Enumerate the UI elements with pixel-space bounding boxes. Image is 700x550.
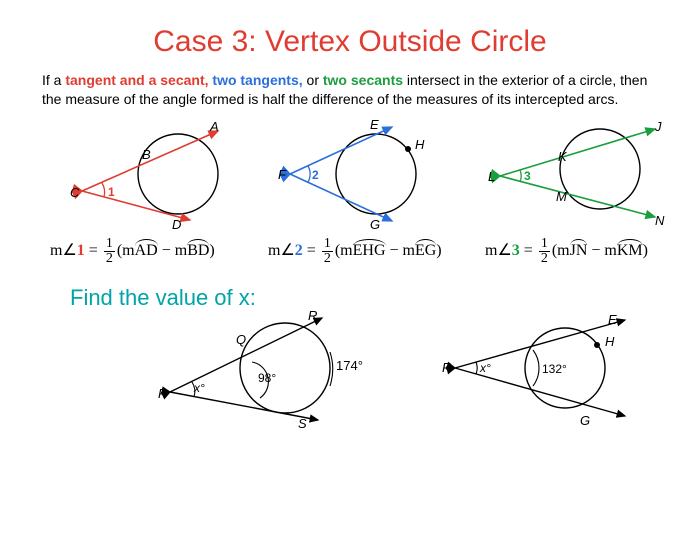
title-text: Case 3: Vertex Outside Circle xyxy=(153,25,547,58)
phrase-tangent-secant: tangent and a secant, xyxy=(65,72,208,88)
svg-text:132°: 132° xyxy=(542,362,567,376)
svg-text:G: G xyxy=(370,217,380,232)
svg-text:K: K xyxy=(558,149,568,164)
diagram-row-top: A B C D 1 E H F G 2 J K L M N 3 xyxy=(30,119,670,229)
svg-text:M: M xyxy=(556,189,567,204)
problem-1: R Q P S x° 98° 174° xyxy=(150,310,380,430)
intro-text: If a tangent and a secant, two tangents,… xyxy=(42,71,658,109)
svg-text:x°: x° xyxy=(479,361,491,375)
phrase-two-secants: two secants xyxy=(323,72,403,88)
svg-text:98°: 98° xyxy=(258,371,276,385)
svg-text:C: C xyxy=(70,185,80,200)
svg-text:G: G xyxy=(580,413,590,428)
svg-text:Q: Q xyxy=(236,332,246,347)
svg-text:L: L xyxy=(488,169,495,184)
svg-text:2: 2 xyxy=(312,168,319,182)
svg-text:H: H xyxy=(415,137,425,152)
formula-row: m∠1 = 12(mAD − mBD) m∠2 = 12(mEHG − mEG)… xyxy=(10,237,690,267)
svg-text:x°: x° xyxy=(193,381,205,395)
svg-text:B: B xyxy=(142,147,151,162)
formula-2: m∠2 = 12(mEHG − mEG) xyxy=(268,237,442,266)
diagram-tangent-secant: A B C D 1 xyxy=(50,119,250,229)
problem-2: E H F G x° 132° xyxy=(430,310,660,430)
svg-text:F: F xyxy=(278,167,287,182)
svg-text:H: H xyxy=(605,334,615,349)
svg-text:S: S xyxy=(298,416,307,431)
svg-text:P: P xyxy=(158,386,167,401)
svg-text:3: 3 xyxy=(524,169,531,183)
diagram-two-tangents: E H F G 2 xyxy=(260,119,460,229)
svg-text:N: N xyxy=(655,213,665,228)
svg-text:A: A xyxy=(209,119,219,134)
formula-3: m∠3 = 12(mJN − mKM) xyxy=(485,237,648,266)
svg-text:D: D xyxy=(172,217,181,232)
svg-text:E: E xyxy=(370,117,379,132)
svg-text:174°: 174° xyxy=(336,358,363,373)
svg-text:E: E xyxy=(608,312,617,327)
formula-1: m∠1 = 12(mAD − mBD) xyxy=(50,237,215,266)
svg-text:F: F xyxy=(442,360,451,375)
svg-text:1: 1 xyxy=(108,185,115,199)
svg-text:R: R xyxy=(308,308,317,323)
page-title: Case 3: Vertex Outside Circle xyxy=(0,25,700,59)
diagram-row-bottom: R Q P S x° 98° 174° E H F G x° 132° xyxy=(0,310,700,430)
find-x-prompt: Find the value of x: xyxy=(70,285,700,311)
phrase-two-tangents: two tangents, xyxy=(209,72,303,88)
diagram-two-secants: J K L M N 3 xyxy=(470,119,690,229)
svg-text:J: J xyxy=(654,119,662,134)
